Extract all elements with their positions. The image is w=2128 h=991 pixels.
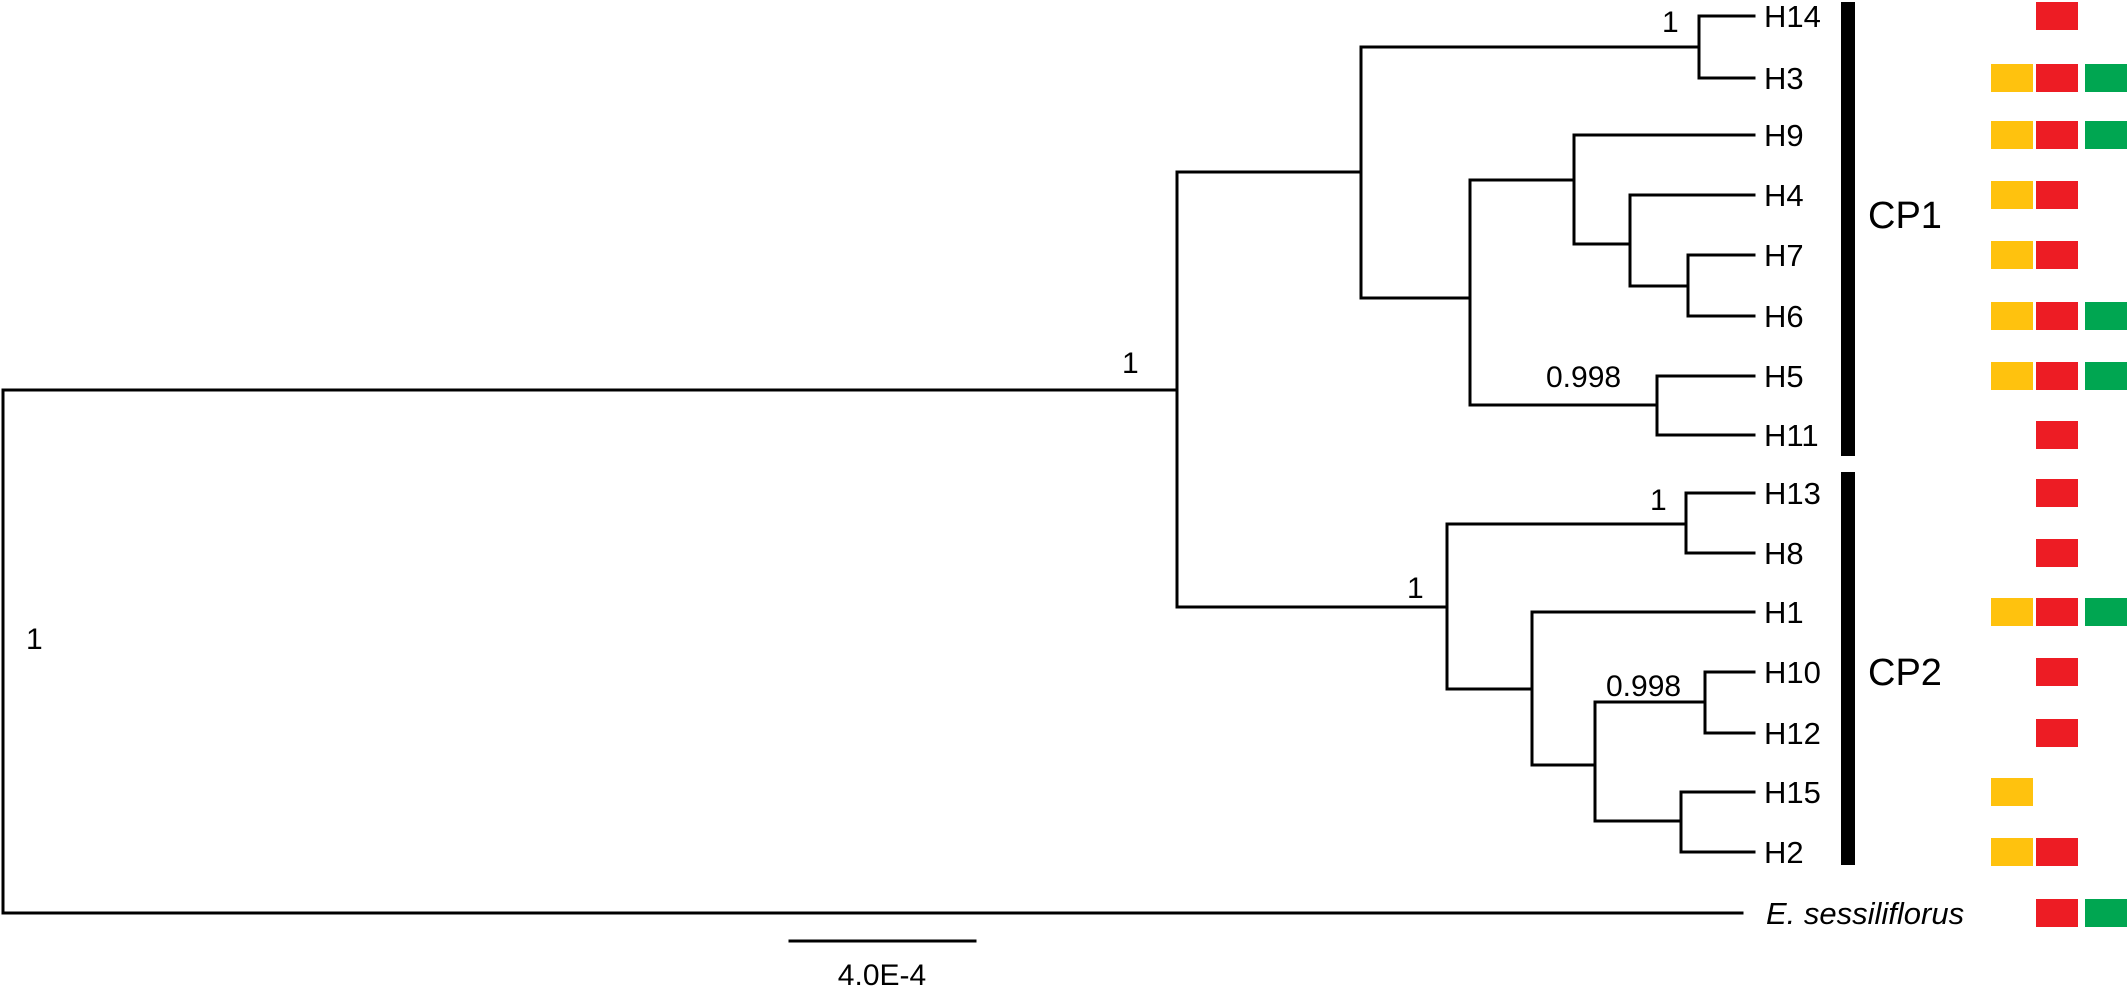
green-trait-marker [2085,64,2127,92]
support-h10-h12: 0.998 [1606,670,1681,703]
green-trait-marker [2085,899,2127,927]
yellow-trait-marker [1991,241,2033,269]
scale-bar-label: 4.0E-4 [838,959,926,991]
yellow-trait-marker [1991,64,2033,92]
red-trait-marker [2036,838,2078,866]
yellow-trait-marker [1991,778,2033,806]
yellow-trait-marker [1991,121,2033,149]
red-trait-marker [2036,598,2078,626]
yellow-trait-marker [1991,362,2033,390]
tip-label: H4 [1764,178,1804,213]
yellow-trait-marker [1991,302,2033,330]
clade-bars: CP1 CP2 [1841,2,1942,865]
cp2-label: CP2 [1868,652,1942,694]
red-trait-marker [2036,658,2078,686]
support-h14-h3: 1 [1662,6,1679,39]
scale-bar: 4.0E-4 [788,939,977,991]
tip-label: H8 [1764,536,1804,571]
cp2-bar [1841,472,1855,865]
tip-label: H2 [1764,835,1804,870]
tip-label: H15 [1764,775,1821,810]
cp1-bar [1841,2,1855,456]
green-trait-marker [2085,362,2127,390]
green-trait-marker [2085,121,2127,149]
red-trait-marker [2036,241,2078,269]
yellow-trait-marker [1991,838,2033,866]
tip-label: H12 [1764,716,1821,751]
tip-label: H5 [1764,359,1804,394]
tip-label: H6 [1764,299,1804,334]
root-branches [1,388,1744,915]
red-trait-marker [2036,64,2078,92]
tip-labels: H14 H3 H9 H4 H7 H6 H5 H11 H13 H8 H1 H10 H12 H15 H2 E. s… [1764,0,1964,931]
support-h5-h11: 0.998 [1546,361,1621,394]
support-h13-h8: 1 [1650,484,1667,517]
tip-label: H3 [1764,61,1804,96]
trait-markers [1991,2,2127,927]
cp1-branches [1175,14,1756,437]
red-trait-marker [2036,899,2078,927]
red-trait-marker [2036,181,2078,209]
tip-label: E. sessiliflorus [1766,896,1964,931]
green-trait-marker [2085,598,2127,626]
support-root: 1 [26,623,43,656]
red-trait-marker [2036,2,2078,30]
support-ingroup: 1 [1122,347,1139,380]
tip-label: H7 [1764,238,1804,273]
red-trait-marker [2036,421,2078,449]
red-trait-marker [2036,479,2078,507]
tip-label: H13 [1764,476,1821,511]
red-trait-marker [2036,302,2078,330]
yellow-trait-marker [1991,181,2033,209]
red-trait-marker [2036,121,2078,149]
tip-label: H14 [1764,0,1821,34]
yellow-trait-marker [1991,598,2033,626]
tip-label: H10 [1764,655,1821,690]
red-trait-marker [2036,719,2078,747]
cp2-branches [1175,491,1756,854]
tip-label: H11 [1764,418,1819,453]
tip-label: H9 [1764,118,1804,153]
green-trait-marker [2085,302,2127,330]
support-cp2: 1 [1407,572,1424,605]
red-trait-marker [2036,539,2078,567]
cp1-label: CP1 [1868,195,1942,237]
support-values: 1 1 1 0.998 1 1 0.998 [26,6,1681,703]
tip-label: H1 [1764,595,1804,630]
red-trait-marker [2036,362,2078,390]
